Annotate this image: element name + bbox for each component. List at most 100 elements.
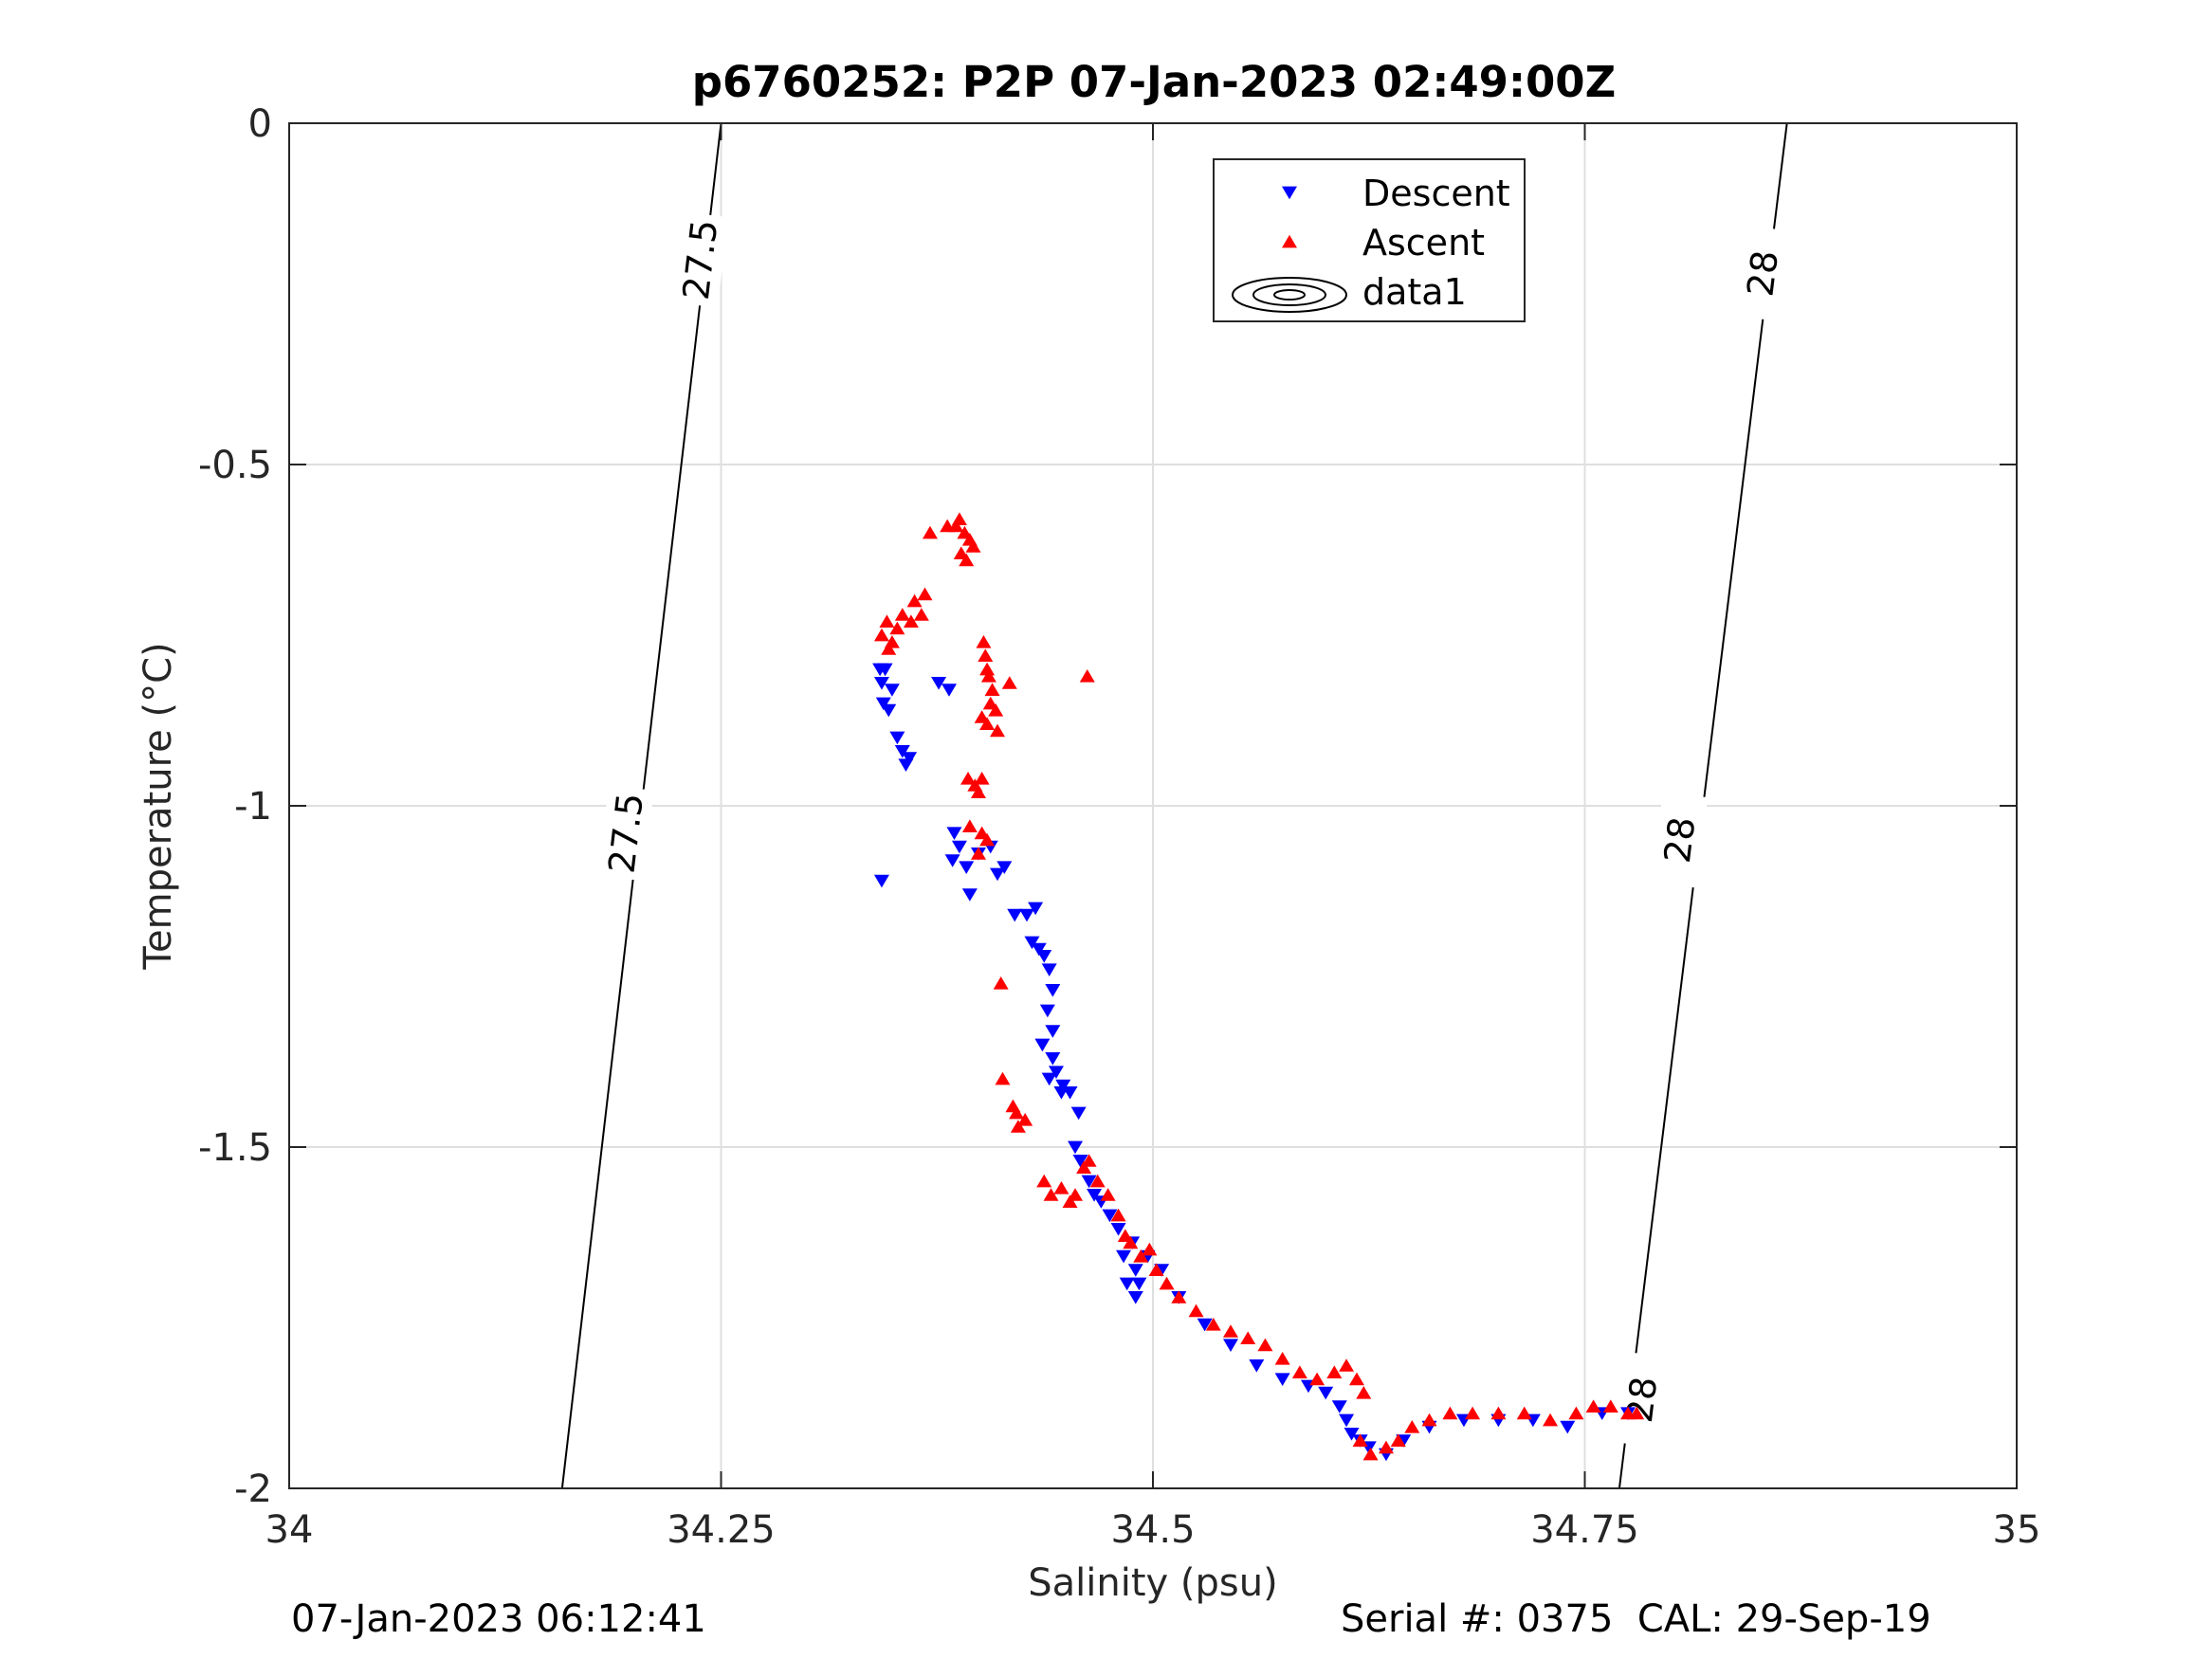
ascent-point xyxy=(1089,1174,1106,1188)
ascent-point xyxy=(1274,1352,1290,1365)
ascent-point xyxy=(965,539,981,553)
x-tick-label: 34.5 xyxy=(1110,1508,1195,1552)
descent-point xyxy=(1102,1209,1118,1223)
descent-point xyxy=(1560,1420,1576,1434)
ascent-point xyxy=(1326,1365,1343,1378)
legend-label: Ascent xyxy=(1362,222,1485,264)
descent-point xyxy=(1072,1155,1088,1168)
descent-point xyxy=(961,888,978,902)
descent-point xyxy=(1062,1086,1078,1100)
legend-ascent-marker xyxy=(1282,234,1297,248)
descent-point xyxy=(1222,1339,1238,1352)
y-tick-label: -0.5 xyxy=(198,444,272,487)
footer-serial-cal: Serial #: 0375 CAL: 29-Sep-19 xyxy=(1341,1597,1931,1641)
contour-label-background xyxy=(1652,792,1709,888)
descent-point xyxy=(1036,950,1052,963)
ascent-point xyxy=(1205,1318,1221,1331)
ascent-point xyxy=(959,553,975,567)
ascent-point xyxy=(1568,1406,1584,1420)
descent-point xyxy=(1318,1386,1334,1400)
ascent-point xyxy=(1240,1331,1256,1344)
x-tick-label: 34 xyxy=(265,1508,314,1552)
ascent-point xyxy=(1110,1208,1126,1222)
descent-point xyxy=(881,703,897,718)
ascent-point xyxy=(1133,1249,1149,1263)
ascent-point xyxy=(1362,1447,1379,1461)
ascent-point xyxy=(993,976,1009,990)
legend-label: data1 xyxy=(1362,271,1467,313)
ascent-point xyxy=(1148,1263,1164,1276)
ascent-point xyxy=(970,785,986,798)
descent-point xyxy=(951,840,967,854)
contour-label-background xyxy=(1734,225,1791,321)
ascent-point xyxy=(917,587,933,601)
descent-point xyxy=(1127,1264,1143,1277)
ascent-point xyxy=(1257,1338,1273,1352)
descent-point xyxy=(996,861,1013,874)
descent-point xyxy=(1344,1428,1360,1441)
descent-point xyxy=(1127,1291,1143,1304)
descent-point xyxy=(1110,1223,1126,1236)
contour-label-background xyxy=(597,785,654,882)
y-axis-label: Temperature (°C) xyxy=(137,642,180,970)
legend-contour-icon xyxy=(1252,283,1326,306)
ascent-point xyxy=(873,628,889,642)
ascent-point xyxy=(995,1071,1011,1085)
descent-point xyxy=(877,663,893,677)
ascent-point xyxy=(1062,1194,1078,1208)
descent-point xyxy=(1081,1175,1097,1189)
ascent-point xyxy=(970,847,986,860)
descent-point xyxy=(894,745,910,758)
ascent-point xyxy=(889,621,905,635)
ascent-point xyxy=(903,614,919,628)
legend-box xyxy=(1213,158,1526,322)
ascent-point xyxy=(978,648,994,662)
ascent-point xyxy=(881,642,897,655)
descent-point xyxy=(1031,942,1047,957)
descent-point xyxy=(931,677,947,690)
ascent-point xyxy=(1602,1399,1618,1413)
ascent-point xyxy=(1291,1365,1307,1378)
contour-label-background xyxy=(672,211,729,308)
descent-point xyxy=(1045,984,1061,997)
ascent-point xyxy=(1017,1113,1033,1126)
contour-label: 28 xyxy=(1656,814,1704,865)
descent-point xyxy=(1045,1025,1061,1038)
x-tick-label: 35 xyxy=(1993,1508,2041,1552)
ascent-point xyxy=(979,717,996,730)
ascent-point xyxy=(1404,1420,1420,1433)
ascent-point xyxy=(1010,1120,1026,1133)
y-tick-label: 0 xyxy=(248,102,272,146)
ascent-series xyxy=(873,512,1645,1461)
footer-timestamp: 07-Jan-2023 06:12:41 xyxy=(291,1597,706,1641)
ascent-point xyxy=(1009,1105,1025,1120)
legend-descent-marker xyxy=(1282,186,1297,200)
descent-point xyxy=(959,861,975,874)
descent-point xyxy=(990,867,1006,882)
ascent-point xyxy=(1100,1188,1116,1201)
descent-point xyxy=(1339,1413,1355,1428)
descent-point xyxy=(1039,1004,1055,1018)
legend: Descent Ascent data1 xyxy=(1213,158,1526,322)
ascent-point xyxy=(1001,676,1017,689)
ascent-point xyxy=(913,608,929,621)
ascent-point xyxy=(1629,1406,1645,1420)
descent-point xyxy=(902,752,918,765)
descent-point xyxy=(941,684,958,697)
ascent-point xyxy=(948,519,964,533)
ascent-point xyxy=(980,669,996,683)
ascent-point xyxy=(1339,1358,1355,1372)
ascent-point xyxy=(1188,1304,1204,1318)
descent-series xyxy=(872,663,1636,1462)
descent-point xyxy=(873,677,889,690)
ascent-point xyxy=(1543,1413,1559,1427)
contour-label-background xyxy=(1613,1351,1671,1448)
ascent-point xyxy=(951,512,967,525)
descent-point xyxy=(1045,1052,1061,1066)
ascent-point xyxy=(1081,1154,1097,1167)
legend-label: Descent xyxy=(1362,173,1510,214)
descent-point xyxy=(1116,1249,1132,1264)
ascent-point xyxy=(1516,1406,1532,1420)
